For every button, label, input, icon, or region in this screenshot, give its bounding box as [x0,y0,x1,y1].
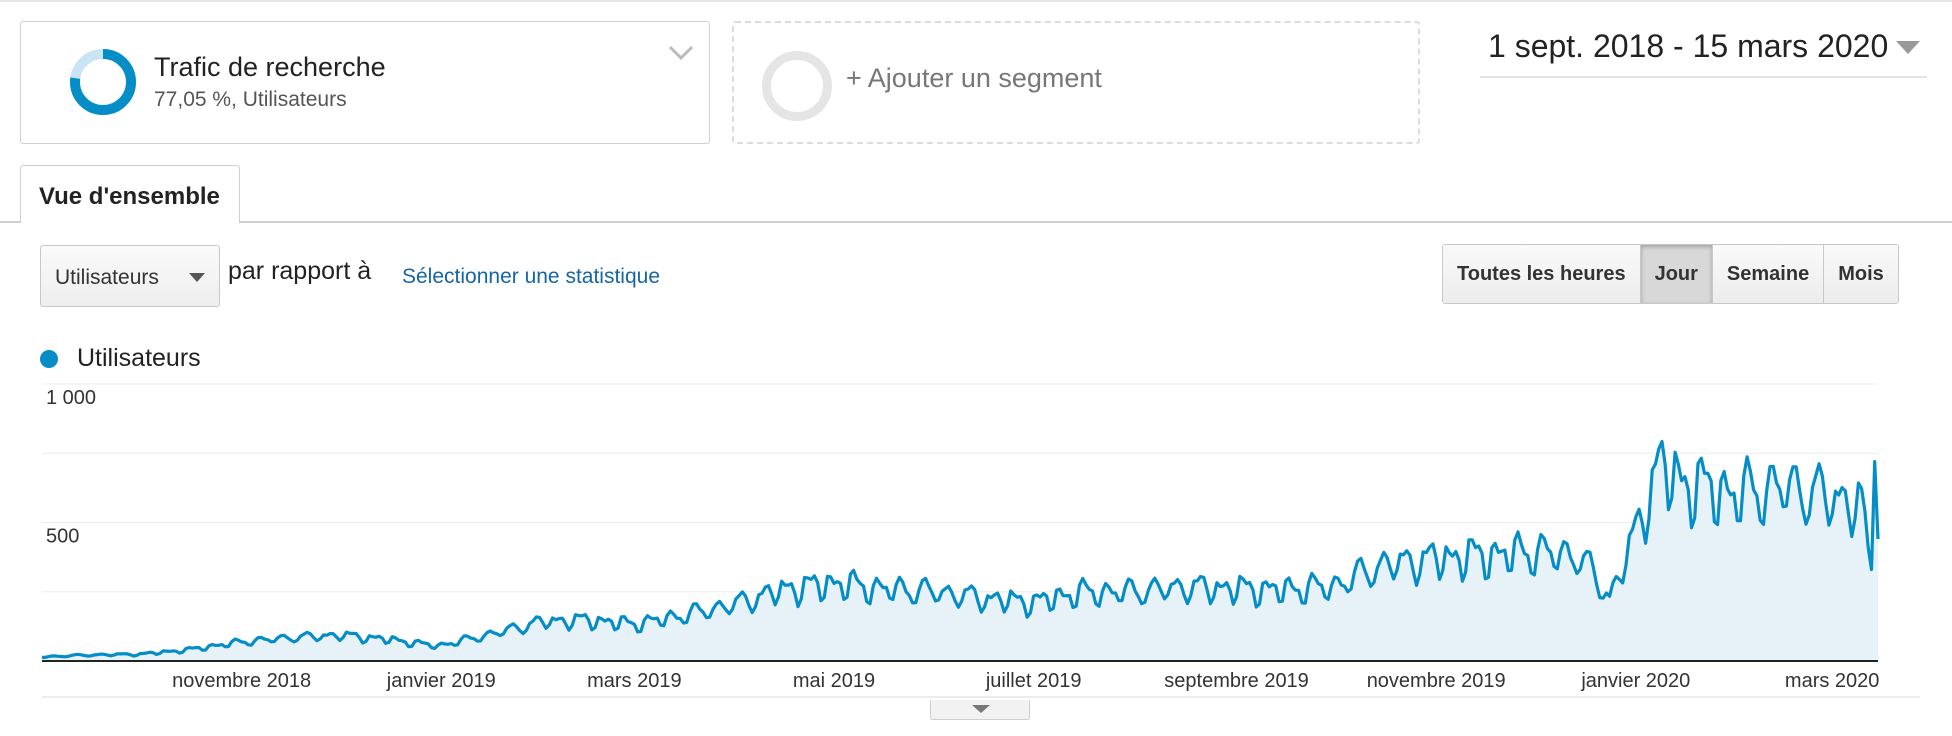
x-tick-label: novembre 2019 [1367,670,1506,692]
x-tick-label: novembre 2018 [172,670,311,692]
date-range-picker[interactable]: 1 sept. 2018 - 15 mars 2020 [1480,24,1927,78]
granularity-day-button[interactable]: Jour [1640,245,1713,303]
x-tick-label: janvier 2019 [386,670,496,692]
chart-axes: 500 1 000 novembre 2018 janvier 2019 mars 20… [42,387,1920,698]
empty-segment-ring-icon [762,51,832,121]
select-metric-link[interactable]: Sélectionner une statistique [402,265,660,288]
granularity-week-button[interactable]: Semaine [1712,245,1825,303]
x-tick-label: mai 2019 [793,670,875,692]
x-tick-label: janvier 2020 [1580,670,1690,692]
chart-expand-handle[interactable] [930,700,1030,720]
series-line-utilisateurs [42,439,1880,659]
y-tick-label: 500 [46,526,79,548]
caret-down-icon [189,273,205,282]
series-area-fill [42,441,1878,661]
legend-dot-icon [40,350,58,368]
x-tick-label: mars 2019 [587,670,682,692]
granularity-hourly-button[interactable]: Toutes les heures [1443,245,1641,303]
metric-dropdown[interactable]: Utilisateurs [40,245,220,307]
segment-subtitle: 77,05 %, Utilisateurs [154,88,347,111]
tab-bar-divider [0,221,1952,223]
legend-label: Utilisateurs [77,344,201,372]
add-segment-card[interactable]: + Ajouter un segment [732,21,1420,144]
tab-overview[interactable]: Vue d'ensemble [20,165,240,223]
tab-overview-label: Vue d'ensemble [39,183,220,210]
chevron-down-icon[interactable] [667,44,695,62]
x-tick-label: septembre 2019 [1164,670,1309,692]
x-tick-label: juillet 2019 [985,670,1082,692]
users-area-chart: 500 1 000 novembre 2018 janvier 2019 mars 20… [42,383,1920,698]
date-range-text: 1 sept. 2018 - 15 mars 2020 [1488,28,1889,64]
compare-label: par rapport à [228,257,372,285]
segment-title: Trafic de recherche [154,52,386,82]
metric-dropdown-value: Utilisateurs [55,266,159,289]
caret-down-icon [972,705,990,713]
segment-donut-icon [70,49,136,115]
caret-down-icon [1896,41,1920,54]
chart-gridlines [42,383,1878,593]
top-border [0,0,1952,2]
add-segment-label: + Ajouter un segment [846,63,1102,93]
chart-series [42,439,1880,661]
segment-card-search-traffic[interactable]: Trafic de recherche 77,05 %, Utilisateur… [20,21,710,144]
x-tick-label: mars 2020 [1785,670,1880,692]
y-tick-label: 1 000 [46,387,96,409]
granularity-button-group: Toutes les heures Jour Semaine Mois [1442,244,1899,304]
granularity-month-button[interactable]: Mois [1824,245,1898,303]
